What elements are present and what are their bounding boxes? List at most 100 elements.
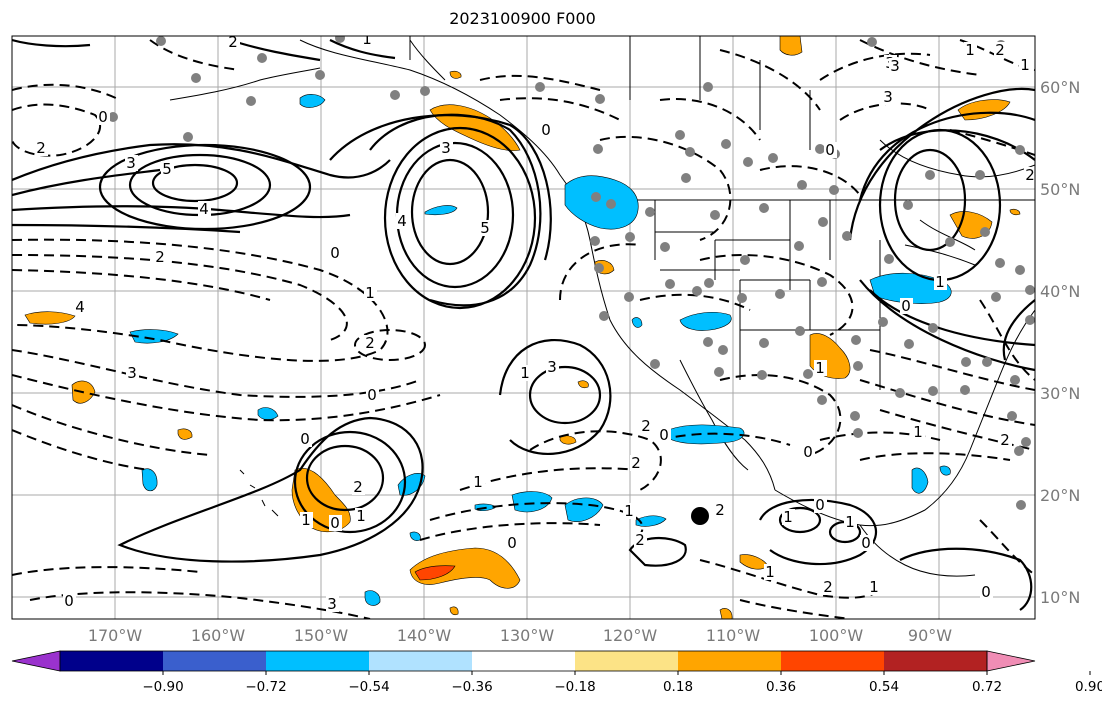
contour-label: 1 — [1020, 56, 1030, 74]
contour-label-bg — [519, 365, 532, 381]
contour-label: 3 — [883, 88, 893, 106]
contour-label: 2 — [631, 454, 641, 472]
contour-label: 3 — [547, 358, 557, 376]
contour-label: 2 — [1025, 166, 1035, 184]
contour-label: 1 — [783, 508, 793, 526]
contour-label: 0 — [330, 244, 340, 262]
contour-label: 3 — [127, 364, 137, 382]
contour-label-bg — [396, 213, 409, 229]
colorbar-tick-label: −0.36 — [451, 679, 492, 695]
contour-label-bg — [329, 515, 342, 531]
colorbar-segment — [678, 651, 782, 671]
lon-tick-label: 110°W — [706, 626, 761, 645]
colorbar-segment — [884, 651, 988, 671]
lon-tick-label: 120°W — [603, 626, 658, 645]
contour-label-bg — [814, 360, 827, 376]
contour-label-bg — [640, 418, 653, 434]
contour-label: 1 — [935, 273, 945, 291]
lon-tick-label: 170°W — [88, 626, 143, 645]
colorbar-tick-label: 0.18 — [663, 679, 693, 695]
contour-label: 0 — [981, 583, 991, 601]
contour-label-bg — [126, 365, 139, 381]
contour-label-bg — [1024, 167, 1035, 183]
colorbar-tick-label: −0.54 — [348, 679, 389, 695]
contour-label-bg — [802, 444, 815, 460]
contour-label-bg — [161, 161, 174, 177]
contour-label-bg — [630, 455, 643, 471]
contour-label-bg — [479, 220, 492, 236]
contour-label: 0 — [507, 534, 517, 552]
contour-label: 2 — [365, 334, 375, 352]
contour-label: 2 — [36, 139, 46, 157]
contour-label: 4 — [397, 212, 407, 230]
lon-tick-label: 150°W — [294, 626, 349, 645]
contour-label-bg — [97, 109, 110, 125]
contour-label: 0 — [541, 121, 551, 139]
contour-label-bg — [1019, 57, 1032, 73]
contour-label-bg — [634, 532, 647, 548]
contour-label: 1 — [965, 41, 975, 59]
colorbar-tick-label: −0.18 — [554, 679, 595, 695]
contour-label: 5 — [480, 219, 490, 237]
contour-label-bg — [824, 142, 837, 158]
contour-label: 4 — [199, 200, 209, 218]
contour-label: 3 — [441, 139, 451, 157]
contour-label: 0 — [825, 141, 835, 159]
contour-label: 0 — [659, 426, 669, 444]
contour-label-bg — [814, 497, 827, 513]
colorbar: −0.90 −0.72 −0.54 −0.36 −0.18 0.18 0.36 0.54 0.7… — [11, 650, 1102, 695]
contour-label-bg — [35, 140, 48, 156]
contour-label: 2 — [715, 501, 725, 519]
contour-label-bg — [994, 42, 1007, 58]
contour-label-bg — [440, 140, 453, 156]
contour-label: 2 — [823, 578, 833, 596]
contour-label: 2 — [155, 248, 165, 266]
contour-label-bg — [658, 427, 671, 443]
colorbar-segment — [472, 651, 576, 671]
lat-tick-label: 20°N — [1040, 486, 1080, 505]
contour-label-bg — [63, 593, 76, 609]
lat-tick-label: 50°N — [1040, 180, 1080, 199]
contour-label: 0 — [98, 108, 108, 126]
lat-tick-label: 30°N — [1040, 384, 1080, 403]
lon-tick-label: 100°W — [809, 626, 864, 645]
contour-label: 1 — [913, 423, 923, 441]
contour-label-bg — [540, 122, 553, 138]
contour-label: 0 — [861, 534, 871, 552]
contour-label-bg — [472, 474, 485, 490]
contour-label: 0 — [64, 592, 74, 610]
contour-label: 1 — [473, 473, 483, 491]
contour-label-bg — [326, 596, 339, 612]
contour-label-bg — [227, 36, 240, 50]
colorbar-segment — [369, 651, 473, 671]
contour-label-bg — [546, 359, 559, 375]
contour-label: 1 — [365, 284, 375, 302]
contour-label-bg — [868, 579, 881, 595]
map-title: 2023100900 F000 — [449, 9, 596, 28]
contour-label: 3 — [327, 595, 337, 613]
contour-label-bg — [999, 432, 1012, 448]
latitude-axis: 60°N 50°N 40°N 30°N 20°N 10°N — [1040, 78, 1080, 607]
colorbar-segment — [575, 651, 679, 671]
contour-label: 1 — [624, 502, 634, 520]
colorbar-tick-label: 0.72 — [972, 679, 1002, 695]
contour-label: 0 — [803, 443, 813, 461]
contour-label-bg — [764, 564, 777, 580]
contour-label: 0 — [300, 430, 310, 448]
lon-tick-label: 140°W — [397, 626, 452, 645]
colorbar-tick-label: 0.90 — [1075, 679, 1102, 695]
contour-label-bg — [299, 431, 312, 447]
contour-label-bg — [844, 514, 857, 530]
contour-label: 2 — [641, 417, 651, 435]
contour-label: 1 — [362, 30, 372, 48]
contour-label: 0 — [330, 514, 340, 532]
lat-tick-label: 40°N — [1040, 282, 1080, 301]
contour-label-bg — [352, 479, 365, 495]
contour-label: 2 — [228, 33, 238, 51]
contour-label-bg — [889, 58, 902, 74]
contour-label: 5 — [162, 160, 172, 178]
colorbar-segment — [266, 651, 370, 671]
colorbar-tick-label: −0.72 — [245, 679, 286, 695]
contour-label-bg — [198, 201, 211, 217]
contour-label-bg — [912, 424, 925, 440]
